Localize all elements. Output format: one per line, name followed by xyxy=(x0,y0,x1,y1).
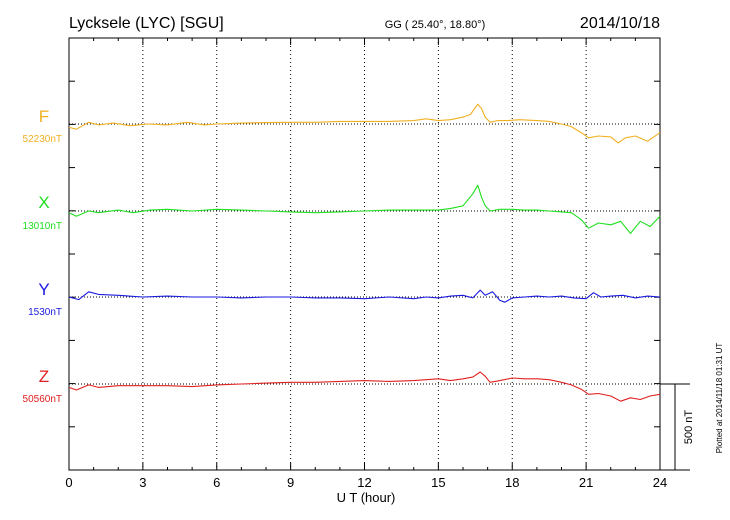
x-tick-labels: 0 3 6 9 12 15 18 21 24 xyxy=(65,475,667,490)
series-lines xyxy=(68,103,661,402)
x-tick-label: 6 xyxy=(213,475,220,490)
series-line-x xyxy=(68,184,661,234)
station-title: Lycksele (LYC) [SGU] xyxy=(69,15,224,32)
vertical-grid xyxy=(142,38,587,470)
series-name-y: Y xyxy=(38,280,49,299)
axis-ticks xyxy=(68,38,661,470)
series-baseline-f: 52230nT xyxy=(23,134,62,145)
series-baseline-y: 1530nT xyxy=(28,307,62,318)
x-tick-label: 21 xyxy=(579,475,593,490)
series-line-y xyxy=(68,289,661,303)
series-baseline-z: 50560nT xyxy=(23,394,62,405)
series-name-f: F xyxy=(39,107,49,126)
station-coordinates: GG ( 25.40°, 18.80°) xyxy=(385,19,486,31)
x-tick-label: 24 xyxy=(653,475,667,490)
series-line-f xyxy=(68,103,661,144)
x-tick-label: 18 xyxy=(505,475,519,490)
series-name-z: Z xyxy=(39,367,49,386)
x-tick-label: 12 xyxy=(357,475,371,490)
series-labels: F 52230nT X 13010nT Y 1530nT Z 50560nT xyxy=(23,107,62,405)
scale-bar-label: 500 nT xyxy=(683,410,695,445)
x-axis-label: U T (hour) xyxy=(337,490,396,505)
chart-date: 2014/10/18 xyxy=(580,15,660,32)
series-baseline-x: 13010nT xyxy=(23,221,62,232)
x-tick-label: 9 xyxy=(287,475,294,490)
plotted-timestamp: Plotted at 2014/11/18 01:31 UT xyxy=(715,343,724,454)
series-name-x: X xyxy=(38,193,49,212)
x-tick-label: 3 xyxy=(139,475,146,490)
x-tick-label: 0 xyxy=(65,475,72,490)
x-tick-label: 15 xyxy=(431,475,445,490)
series-line-z xyxy=(68,371,661,402)
